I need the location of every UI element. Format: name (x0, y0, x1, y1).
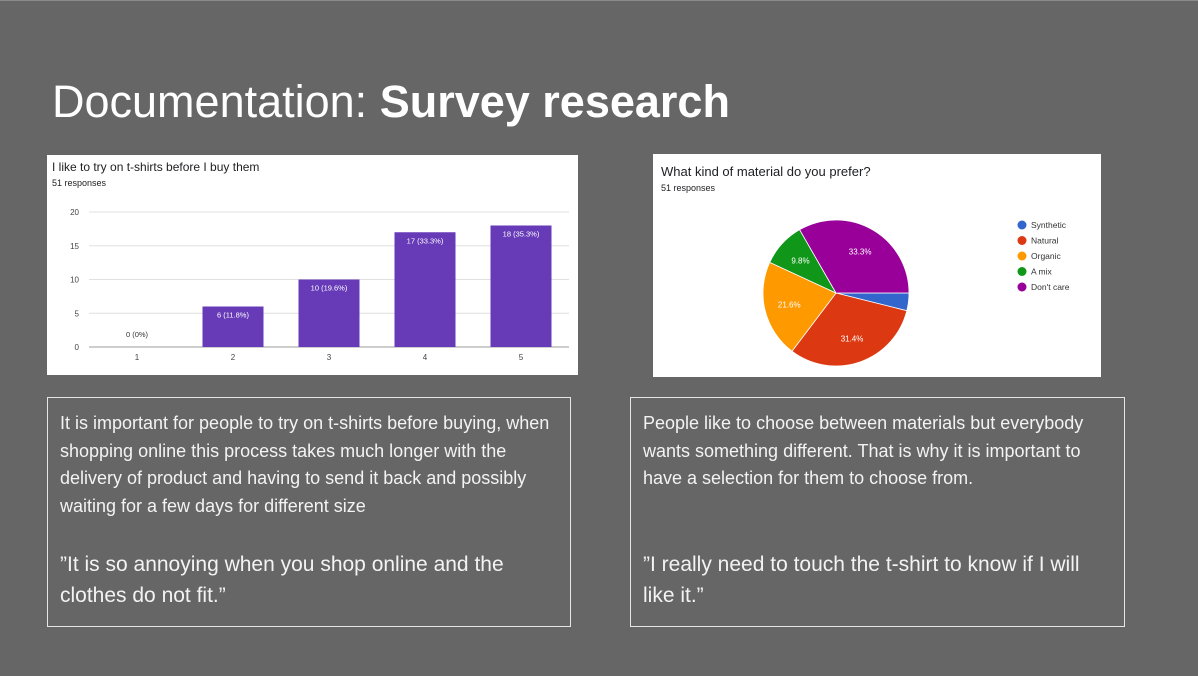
legend-label: A mix (1031, 267, 1053, 277)
legend-swatch (1017, 236, 1027, 245)
tryon-notes-box: It is important for people to try on t-s… (47, 397, 571, 627)
bar-chart-title: I like to try on t-shirts before I buy t… (52, 160, 260, 174)
bar-xtick-label: 4 (423, 353, 428, 362)
legend-swatch (1017, 267, 1027, 276)
bar-ytick-label: 15 (70, 242, 79, 251)
legend-swatch (1017, 220, 1027, 230)
bar-xtick-label: 1 (135, 353, 140, 362)
bar-2 (202, 306, 264, 347)
pie-data-label: 9.8% (791, 256, 809, 265)
material-notes-box: People like to choose between materials … (630, 397, 1125, 627)
tryon-summary: It is important for people to try on t-s… (60, 413, 550, 516)
legend-label: Natural (1031, 236, 1059, 246)
tryon-quote: ”It is so annoying when you shop online … (60, 553, 504, 607)
material-summary: People like to choose between materials … (643, 413, 1084, 488)
title-regular: Documentation: (52, 76, 380, 127)
bar-xtick-label: 3 (327, 353, 332, 362)
bar-ytick-label: 10 (70, 276, 79, 285)
legend-swatch (1017, 282, 1027, 292)
bar-chart: 0 5 10 15 20 0 (0%) 1 6 (11.8%) 2 10 (19.6%) 3 17 (… (70, 208, 569, 362)
slide-title: Documentation: Survey research (52, 74, 730, 130)
bar-5 (490, 225, 552, 347)
bar-data-label: 18 (35.3%) (503, 230, 540, 239)
legend-swatch (1017, 251, 1027, 261)
pie-data-label: 21.6% (778, 301, 801, 310)
pie-slice-don-t-care (799, 219, 910, 294)
legend-label: Don't care (1031, 282, 1070, 292)
bar-4 (394, 232, 456, 347)
material-quote: ”I really need to touch the t-shirt to k… (643, 553, 1080, 607)
bar-3 (298, 279, 360, 347)
bar-xtick-label: 2 (231, 353, 236, 362)
legend-label: Synthetic (1031, 220, 1067, 230)
bar-chart-card: I like to try on t-shirts before I buy t… (47, 155, 578, 375)
pie-data-label: 31.4% (841, 334, 864, 343)
title-bold: Survey research (379, 76, 730, 127)
legend-label: Organic (1031, 251, 1062, 261)
bar-data-label: 0 (0%) (126, 330, 149, 339)
bar-data-label: 6 (11.8%) (217, 311, 249, 320)
pie-chart: 31.4% 21.6% 9.8% 33.3% Synthetic Natural Organ… (762, 219, 1070, 367)
pie-data-label: 33.3% (849, 247, 872, 256)
top-edge-line (0, 0, 1198, 1)
pie-slice-natural (791, 292, 908, 367)
bar-chart-responses: 51 responses (52, 178, 107, 188)
bar-ytick-label: 0 (75, 343, 80, 352)
bar-xtick-label: 5 (519, 353, 524, 362)
pie-slice-organic (762, 261, 837, 352)
pie-chart-card: What kind of material do you prefer? 51 … (653, 154, 1101, 377)
pie-chart-responses: 51 responses (661, 183, 716, 193)
bar-ytick-label: 20 (70, 208, 79, 217)
pie-chart-title: What kind of material do you prefer? (661, 164, 871, 179)
bar-data-label: 17 (33.3%) (407, 236, 444, 245)
bar-ytick-label: 5 (75, 309, 80, 318)
bar-data-label: 10 (19.6%) (311, 284, 348, 293)
